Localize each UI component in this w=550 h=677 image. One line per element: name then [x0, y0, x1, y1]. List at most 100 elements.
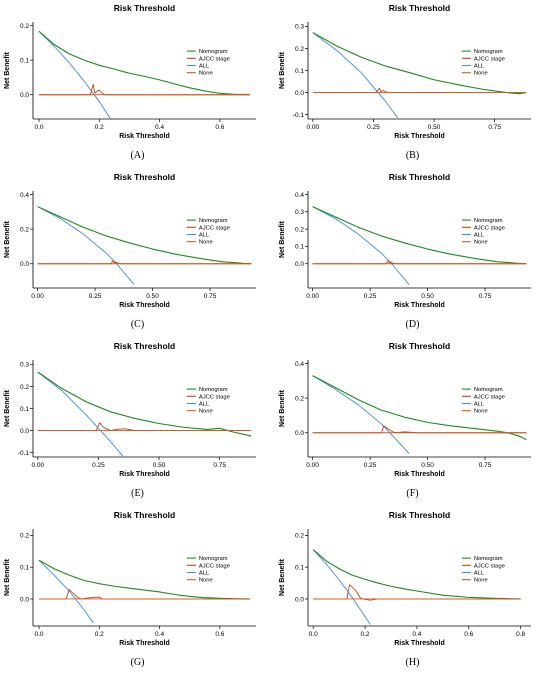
- chart-panel: Risk Threshold 0.00 0.25 0.50 0.75 0.0 0.1 0.2 0…: [275, 169, 550, 338]
- y-axis-label: Net Benefit: [279, 51, 286, 89]
- chart-panel: Risk Threshold 0.00 0.25 0.50 0.75 -0.1 0.0 0.1…: [275, 0, 550, 169]
- y-tick-label: 0.1: [295, 68, 304, 75]
- y-tick-label: 0.0: [295, 90, 304, 97]
- chart-svg: Risk Threshold 0.00 0.25 0.50 0.75 -0.1 0.0 0.1…: [4, 341, 256, 478]
- y-tick-label: 0.2: [295, 226, 304, 233]
- y-axis-label: Net Benefit: [279, 558, 286, 596]
- x-axis-label: Risk Threshold: [394, 640, 445, 647]
- x-tick-label: 0.75: [479, 462, 492, 469]
- chart-svg: Risk Threshold 0.0 0.2 0.4 0.6 0.0 0.1 0.2 Risk …: [4, 3, 256, 140]
- legend-label-nomogram: Nomogram: [474, 387, 503, 393]
- legend-label-none: None: [199, 240, 213, 246]
- panel-caption: (F): [406, 488, 419, 499]
- chart-panel: Risk Threshold 0.00 0.25 0.50 0.75 0.0 0.2 0.4 R…: [0, 169, 275, 338]
- legend-label-all: ALL: [199, 233, 210, 239]
- y-tick-label: 0.0: [20, 261, 29, 268]
- chart-panel: Risk Threshold 0.00 0.25 0.50 0.75 -0.1 0.0 0.1…: [0, 338, 275, 507]
- y-tick-label: 0.4: [20, 192, 29, 199]
- series-line-all: [312, 549, 371, 625]
- y-tick-label: 0.2: [295, 46, 304, 53]
- y-tick-label: 0.1: [295, 244, 304, 251]
- series-line-all: [312, 32, 399, 119]
- series-line-nomogram: [37, 206, 252, 265]
- y-tick-label: 0.4: [295, 361, 304, 368]
- legend-label-all: ALL: [199, 571, 210, 577]
- legend-label-ajcc-stage: AJCC stage: [199, 394, 230, 400]
- x-axis-label: Risk Threshold: [394, 302, 445, 309]
- chart-svg: Risk Threshold 0.0 0.2 0.4 0.6 0.0 0.1 0.2 Risk …: [4, 510, 256, 647]
- chart-svg: Risk Threshold 0.00 0.25 0.50 0.75 0.0 0.1 0.2 0…: [279, 172, 531, 309]
- series-line-nomogram: [38, 30, 250, 95]
- legend-label-ajcc-stage: AJCC stage: [474, 563, 505, 569]
- legend-label-nomogram: Nomogram: [474, 218, 503, 224]
- y-tick-label: 0.1: [20, 564, 29, 571]
- series-line-ajcc-stage: [37, 422, 252, 432]
- legend-label-none: None: [199, 409, 213, 415]
- panel-caption: (E): [131, 488, 144, 499]
- y-tick-label: -0.1: [18, 450, 30, 457]
- y-tick-label: 0.0: [20, 428, 29, 435]
- x-axis-label: Risk Threshold: [394, 471, 445, 478]
- series-line-ajcc-stage: [313, 584, 521, 601]
- legend-label-ajcc-stage: AJCC stage: [474, 225, 505, 231]
- panel-caption: (G): [130, 657, 145, 668]
- x-axis-label: Risk Threshold: [119, 471, 170, 478]
- y-axis-label: Net Benefit: [4, 558, 11, 596]
- panel-caption: (D): [405, 319, 420, 330]
- y-tick-label: 0.2: [295, 395, 304, 402]
- x-tick-label: 0.2: [361, 631, 370, 638]
- y-tick-label: -0.1: [293, 112, 305, 119]
- chart-panel: Risk Threshold 0.0 0.2 0.4 0.6 0.8 0.0 0.1 0.2 Ri…: [275, 507, 550, 676]
- x-tick-label: 0.75: [204, 293, 217, 300]
- x-tick-label: 0.25: [367, 124, 380, 131]
- x-tick-label: 0.50: [146, 293, 159, 300]
- y-tick-label: 0.1: [295, 564, 304, 571]
- x-tick-label: 0.50: [428, 124, 441, 131]
- legend-label-ajcc-stage: AJCC stage: [199, 563, 230, 569]
- x-tick-label: 0.6: [215, 124, 224, 131]
- x-tick-label: 0.2: [95, 631, 104, 638]
- legend-label-nomogram: Nomogram: [199, 218, 228, 224]
- x-axis-label: Risk Threshold: [119, 640, 170, 647]
- y-tick-label: 0.3: [20, 362, 29, 369]
- legend-label-none: None: [474, 578, 488, 584]
- x-tick-label: 0.25: [364, 462, 377, 469]
- chart-title: Risk Threshold: [114, 341, 175, 351]
- chart-title: Risk Threshold: [114, 510, 175, 520]
- legend-label-nomogram: Nomogram: [199, 387, 228, 393]
- x-tick-label: 0.0: [309, 631, 318, 638]
- series-line-nomogram: [312, 206, 527, 265]
- series-line-nomogram: [312, 549, 521, 600]
- x-axis-label: Risk Threshold: [119, 133, 170, 140]
- chart-title: Risk Threshold: [389, 341, 450, 351]
- panel-caption: (H): [405, 657, 420, 668]
- x-tick-label: 0.50: [421, 462, 434, 469]
- legend-label-ajcc-stage: AJCC stage: [199, 225, 230, 231]
- y-axis-label: Net Benefit: [4, 51, 11, 89]
- x-tick-label: 0.00: [307, 124, 320, 131]
- y-tick-label: 0.2: [20, 23, 29, 30]
- x-tick-label: 0.00: [306, 462, 319, 469]
- legend-label-none: None: [474, 71, 488, 77]
- legend-label-ajcc-stage: AJCC stage: [474, 394, 505, 400]
- legend-label-nomogram: Nomogram: [474, 556, 503, 562]
- chart-svg: Risk Threshold 0.00 0.25 0.50 0.75 -0.1 0.0 0.1…: [279, 3, 531, 140]
- panel-caption: (B): [405, 150, 420, 161]
- y-tick-label: 0.1: [20, 406, 29, 413]
- y-tick-label: 0.2: [20, 384, 29, 391]
- y-axis-label: Net Benefit: [4, 389, 11, 427]
- y-axis-label: Net Benefit: [279, 220, 286, 258]
- x-tick-label: 0.4: [412, 631, 421, 638]
- y-tick-label: 0.4: [295, 192, 304, 199]
- legend-label-all: ALL: [474, 571, 485, 577]
- y-tick-label: 0.0: [295, 261, 304, 268]
- legend-label-all: ALL: [474, 402, 485, 408]
- chart-title: Risk Threshold: [114, 3, 175, 13]
- x-tick-label: 0.00: [306, 293, 319, 300]
- panel-caption: (C): [130, 319, 145, 330]
- y-tick-label: 0.0: [20, 92, 29, 99]
- y-tick-label: 0.0: [20, 596, 29, 603]
- chart-svg: Risk Threshold 0.0 0.2 0.4 0.6 0.8 0.0 0.1 0.2 Ri…: [279, 510, 531, 647]
- x-tick-label: 0.75: [488, 124, 501, 131]
- legend-label-none: None: [474, 409, 488, 415]
